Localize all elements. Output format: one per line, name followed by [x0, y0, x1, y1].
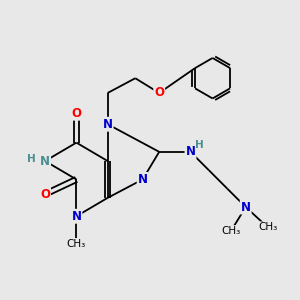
Text: N: N	[71, 210, 81, 223]
Text: N: N	[138, 173, 148, 186]
Text: H: H	[27, 154, 35, 164]
Text: O: O	[71, 107, 81, 120]
Text: N: N	[103, 118, 113, 131]
Text: CH₃: CH₃	[67, 239, 86, 249]
Text: N: N	[40, 154, 50, 167]
Text: N: N	[241, 200, 251, 214]
Text: O: O	[40, 188, 50, 201]
Text: N: N	[185, 145, 196, 158]
Text: O: O	[154, 86, 164, 100]
Text: CH₃: CH₃	[221, 226, 241, 236]
Text: H: H	[195, 140, 204, 150]
Text: CH₃: CH₃	[258, 222, 278, 232]
